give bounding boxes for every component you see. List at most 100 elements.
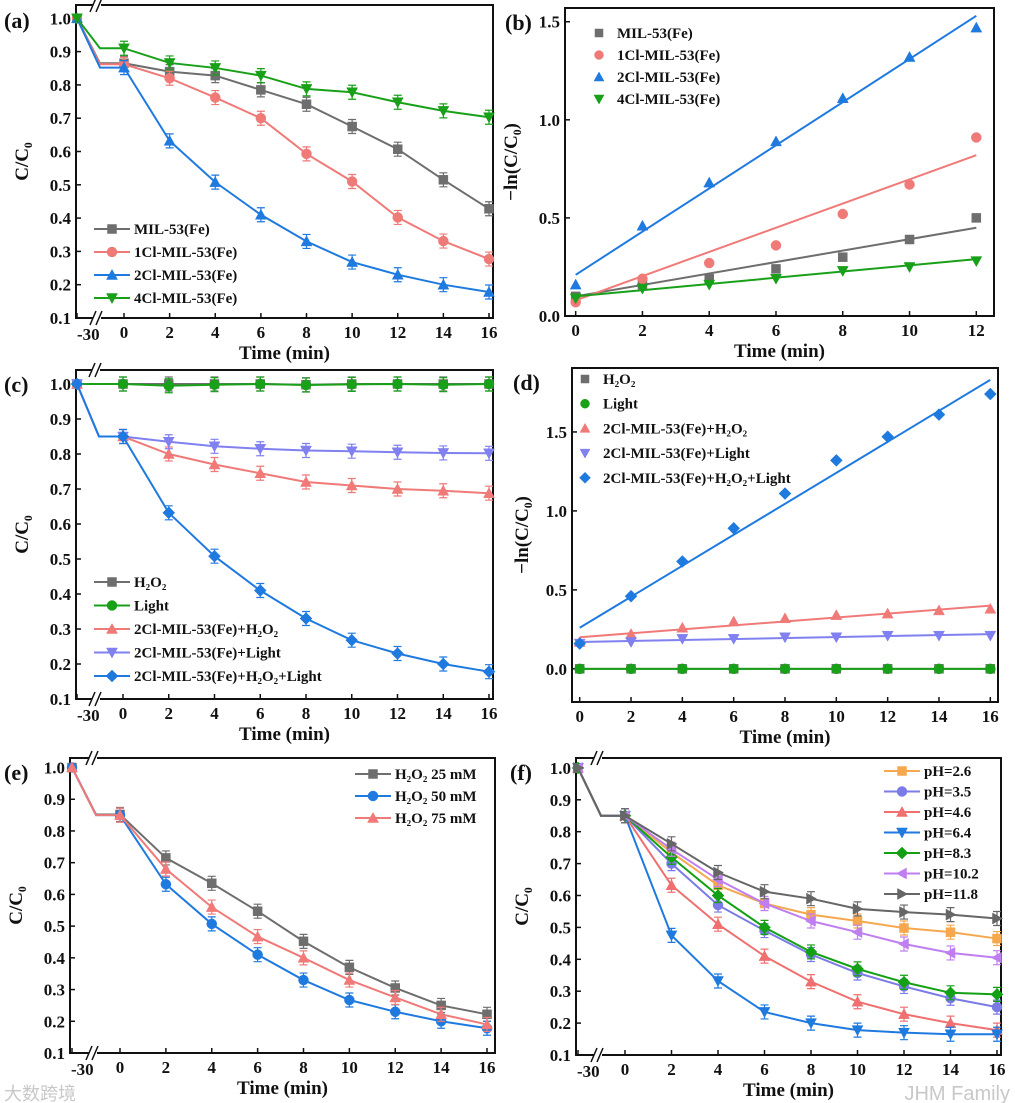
y-tick-label: 0.4 [50, 585, 72, 604]
data-point [66, 761, 78, 773]
data-point [944, 986, 957, 1000]
legend-marker [106, 268, 118, 280]
y-tick-label: 0.8 [50, 76, 71, 95]
legend-entry: pH=8.3 [884, 846, 971, 862]
data-point [207, 878, 217, 889]
axis-break-gap [89, 1050, 97, 1056]
legend-entry: H₂O₂ [94, 575, 167, 591]
data-point [437, 278, 450, 290]
legend-label: pH=2.6 [924, 764, 972, 780]
data-point [300, 84, 313, 95]
panel-c: -30 0 2 4 6 8 10 12 14 16 0.1 0.2 0.3 0.4 0.5 0.6 0.7 0.8… [4, 362, 498, 745]
y-tick-label: 0.7 [50, 109, 72, 128]
y-tick-label: 0.3 [50, 620, 71, 639]
plot-frame [575, 757, 1002, 1056]
data-point [711, 889, 725, 902]
data-point [117, 378, 129, 390]
data-point [836, 266, 849, 277]
y-tick-label: 0.2 [50, 655, 71, 674]
y-tick-label: 0.5 [546, 581, 567, 600]
data-point [437, 484, 450, 496]
x-tick-label: 10 [901, 321, 918, 340]
data-point [991, 1029, 1003, 1041]
data-point [343, 974, 356, 985]
data-point [345, 633, 359, 647]
data-point [831, 663, 842, 675]
y-tick-label: 0.2 [550, 1014, 571, 1033]
legend-marker [896, 827, 908, 839]
data-point [779, 612, 791, 624]
x-tick-label: 4 [714, 1060, 723, 1079]
x-tick-label: 16 [481, 323, 498, 342]
data-point [945, 927, 956, 937]
panel-label: (e) [4, 760, 28, 785]
x-tick-label: 10 [344, 323, 361, 342]
data-point [254, 208, 267, 220]
panel-label: (d) [513, 370, 540, 395]
legend-label: 2Cl-MIL-53(Fe)+Light [134, 646, 281, 662]
y-tick-label: 0.9 [50, 410, 71, 429]
data-point [991, 1001, 1003, 1013]
x-axis-label: Time (min) [734, 341, 825, 362]
legend-marker [895, 846, 909, 860]
axis-break-mark [88, 362, 102, 378]
data-point [970, 256, 983, 268]
series-mil-53-fe- [72, 13, 494, 217]
data-point [771, 264, 781, 274]
x-tick-label: 8 [781, 707, 790, 726]
series-light [574, 663, 996, 675]
data-point [666, 837, 678, 850]
legend-entry: MIL-53(Fe) [94, 222, 210, 238]
y-tick-label: 0.5 [44, 917, 65, 936]
data-point [254, 70, 267, 82]
data-point [436, 657, 450, 671]
x-tick-label: 12 [387, 1058, 404, 1077]
axis-break-gap [92, 367, 100, 373]
data-point [851, 1025, 864, 1037]
legend-marker [897, 766, 907, 776]
x-tick-label: 16 [982, 707, 999, 726]
data-point [347, 121, 357, 132]
data-point [118, 43, 130, 55]
x-axis-label: Time (min) [740, 727, 831, 748]
data-point [301, 99, 312, 109]
data-point [932, 408, 946, 421]
data-point [758, 897, 770, 910]
y-tick-label: 0.7 [44, 854, 66, 873]
data-point [852, 902, 864, 915]
data-point [118, 61, 130, 73]
y-tick-label: 0.6 [44, 885, 65, 904]
axis-break-mark [590, 750, 604, 766]
y-tick-label: 1.0 [50, 9, 71, 28]
data-point [944, 946, 956, 959]
axis-break-mark [89, 310, 103, 326]
y-axis-label: C/C₀ [6, 886, 27, 925]
data-point [569, 293, 582, 305]
data-point [483, 286, 495, 297]
data-point [483, 378, 495, 390]
y-tick-label: 0.5 [50, 176, 71, 195]
panel-f: -30 0 2 4 6 8 10 12 14 16 0.1 0.2 0.3 0.4 0.5 0.6 0.7 0.8… [510, 750, 1006, 1101]
x-tick-label: 12 [389, 704, 406, 723]
y-tick-label: 0.4 [44, 949, 66, 968]
data-point [345, 446, 358, 458]
panel-b: 0 2 4 6 8 10 12 0.0 0.5 1.0 1.5 Time (min) −ln(C/C₀)… [501, 7, 995, 362]
y-tick-label: 0.6 [50, 143, 71, 162]
legend-entry: Light [94, 599, 169, 615]
series-2cl-mil-53-fe-h-o-light [70, 377, 496, 680]
data-point [970, 21, 983, 33]
data-point [389, 991, 402, 1003]
legend-marker [579, 422, 591, 433]
data-point [665, 879, 678, 891]
data-point [346, 379, 357, 390]
x-tick-label: 0 [119, 704, 128, 723]
legend-label: H₂O₂ 50 mM [395, 789, 476, 805]
series-light [71, 376, 495, 394]
legend-marker [593, 94, 605, 105]
data-point [712, 976, 724, 988]
legend-entry: 2Cl-MIL-53(Fe)+H₂O₂ [579, 421, 748, 437]
y-tick-label: 0.4 [550, 950, 572, 969]
legend-entry: pH=6.4 [884, 826, 972, 842]
data-point [391, 268, 404, 280]
legend-label: 2Cl-MIL-53(Fe)+H₂O₂ [603, 421, 748, 437]
